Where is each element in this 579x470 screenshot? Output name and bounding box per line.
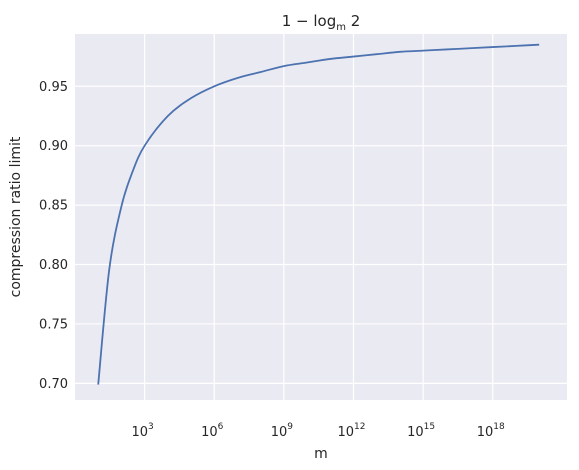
x-tick-base: 10 (201, 425, 218, 440)
grid (75, 34, 567, 400)
x-tick-label: 1015 (407, 422, 435, 440)
x-tick-label: 1018 (477, 422, 505, 440)
y-tick-label: 0.85 (39, 199, 68, 214)
x-tick-base: 10 (477, 425, 494, 440)
x-tick-exponent: 15 (424, 422, 435, 432)
y-axis-label: compression ratio limit (8, 136, 24, 297)
x-tick-exponent: 3 (148, 422, 154, 432)
x-tick-labels: 103 106 109 1012 1015 1018 (131, 422, 505, 440)
y-tick-label: 0.70 (39, 377, 68, 392)
series-line (97, 43, 540, 385)
x-tick-base: 10 (131, 425, 148, 440)
x-tick-label: 106 (201, 422, 224, 440)
x-tick-exponent: 18 (493, 422, 505, 432)
x-tick-label: 103 (131, 422, 153, 440)
x-tick-base: 10 (407, 425, 424, 440)
x-tick-exponent: 9 (287, 422, 293, 432)
x-tick-label: 109 (271, 422, 294, 440)
title-suffix: 2 (346, 12, 360, 30)
x-tick-exponent: 12 (354, 422, 365, 432)
y-tick-label: 0.95 (39, 80, 68, 95)
title-text: 1 − log (282, 12, 337, 30)
x-tick-exponent: 6 (218, 422, 224, 432)
x-tick-label: 1012 (337, 422, 365, 440)
chart-title: 1 − logm 2 (282, 12, 361, 33)
y-tick-label: 0.80 (39, 258, 68, 273)
plot-area (75, 34, 567, 400)
title-subscript: m (336, 22, 346, 33)
y-tick-label: 0.75 (39, 317, 68, 332)
y-tick-label: 0.90 (39, 139, 68, 154)
x-axis-label: m (314, 446, 328, 462)
x-tick-base: 10 (271, 425, 288, 440)
y-tick-labels: 0.70 0.75 0.80 0.85 0.90 0.95 (39, 80, 68, 392)
x-tick-base: 10 (337, 425, 354, 440)
